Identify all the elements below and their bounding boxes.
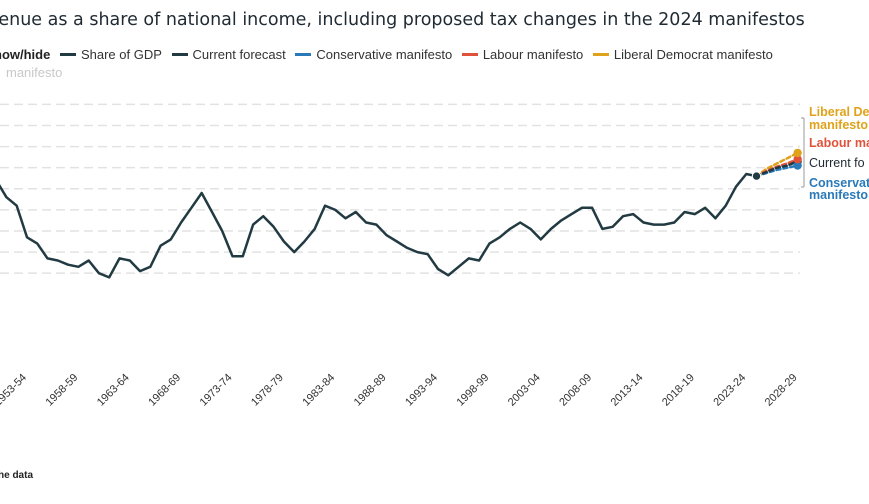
legend-swatch xyxy=(592,53,609,57)
x-tick-label: 1978-79 xyxy=(249,372,286,409)
x-tick-label: 2018-19 xyxy=(660,372,697,409)
series-line-current-forecast xyxy=(755,160,799,178)
x-tick-label: 2023-24 xyxy=(711,372,748,409)
x-tick-label: 2013-14 xyxy=(609,372,646,409)
x-tick-label: 1968-69 xyxy=(146,372,183,409)
end-label: Liberal De xyxy=(809,105,869,119)
legend: how/hide Share of GDP Current forecast C… xyxy=(0,46,779,82)
end-marker xyxy=(793,155,802,164)
x-tick-label: 1963-64 xyxy=(95,372,132,409)
legend-label: Liberal Democrat manifesto xyxy=(613,47,773,62)
legend-label: Share of GDP xyxy=(80,47,162,62)
x-tick-label: 1953-54 xyxy=(0,372,29,409)
x-tick-label: 1993-94 xyxy=(403,372,440,409)
legend-item-conservative[interactable]: Conservative manifesto xyxy=(295,46,452,64)
end-label: Labour ma xyxy=(809,136,869,150)
legend-swatch xyxy=(171,53,188,57)
x-tick-label: 2028-29 xyxy=(763,372,800,409)
legend-toggle[interactable]: how/hide xyxy=(0,47,51,62)
get-data-link[interactable]: he data xyxy=(0,470,34,481)
end-marker xyxy=(793,148,802,158)
end-label: Conservat xyxy=(809,176,869,190)
end-label-bracket xyxy=(801,117,805,188)
x-tick-label: 1998-99 xyxy=(454,372,491,409)
series-line-share-of-gdp xyxy=(0,172,758,279)
legend-label: Current forecast xyxy=(192,47,286,62)
end-label: manifesto xyxy=(809,118,868,132)
legend-item-labour[interactable]: Labour manifesto xyxy=(461,46,584,64)
x-tick-label: 1983-84 xyxy=(300,372,337,409)
x-tick-label: 2003-04 xyxy=(506,372,543,409)
legend-item-current-forecast[interactable]: Current forecast xyxy=(171,46,286,64)
legend-label: Conservative manifesto xyxy=(316,47,453,62)
forecast-start-marker xyxy=(751,171,762,181)
legend-item-faded[interactable]: manifesto xyxy=(6,65,63,80)
legend-item-libdem[interactable]: Liberal Democrat manifesto xyxy=(592,46,773,64)
end-label: Current fo xyxy=(809,156,865,170)
legend-swatch xyxy=(461,53,478,57)
legend-item-share-of-gdp[interactable]: Share of GDP xyxy=(59,46,162,64)
legend-swatch xyxy=(295,53,312,57)
x-tick-label: 2008-09 xyxy=(557,372,594,409)
x-tick-label: 1958-59 xyxy=(43,372,80,409)
x-tick-label: 1988-89 xyxy=(352,372,389,409)
legend-swatch xyxy=(59,53,76,57)
chart-title: venue as a share of national income, inc… xyxy=(0,10,805,30)
end-label: manifesto xyxy=(809,188,868,202)
x-tick-label: 1973-74 xyxy=(198,372,235,409)
legend-label: Labour manifesto xyxy=(482,47,584,62)
end-marker xyxy=(793,161,802,170)
